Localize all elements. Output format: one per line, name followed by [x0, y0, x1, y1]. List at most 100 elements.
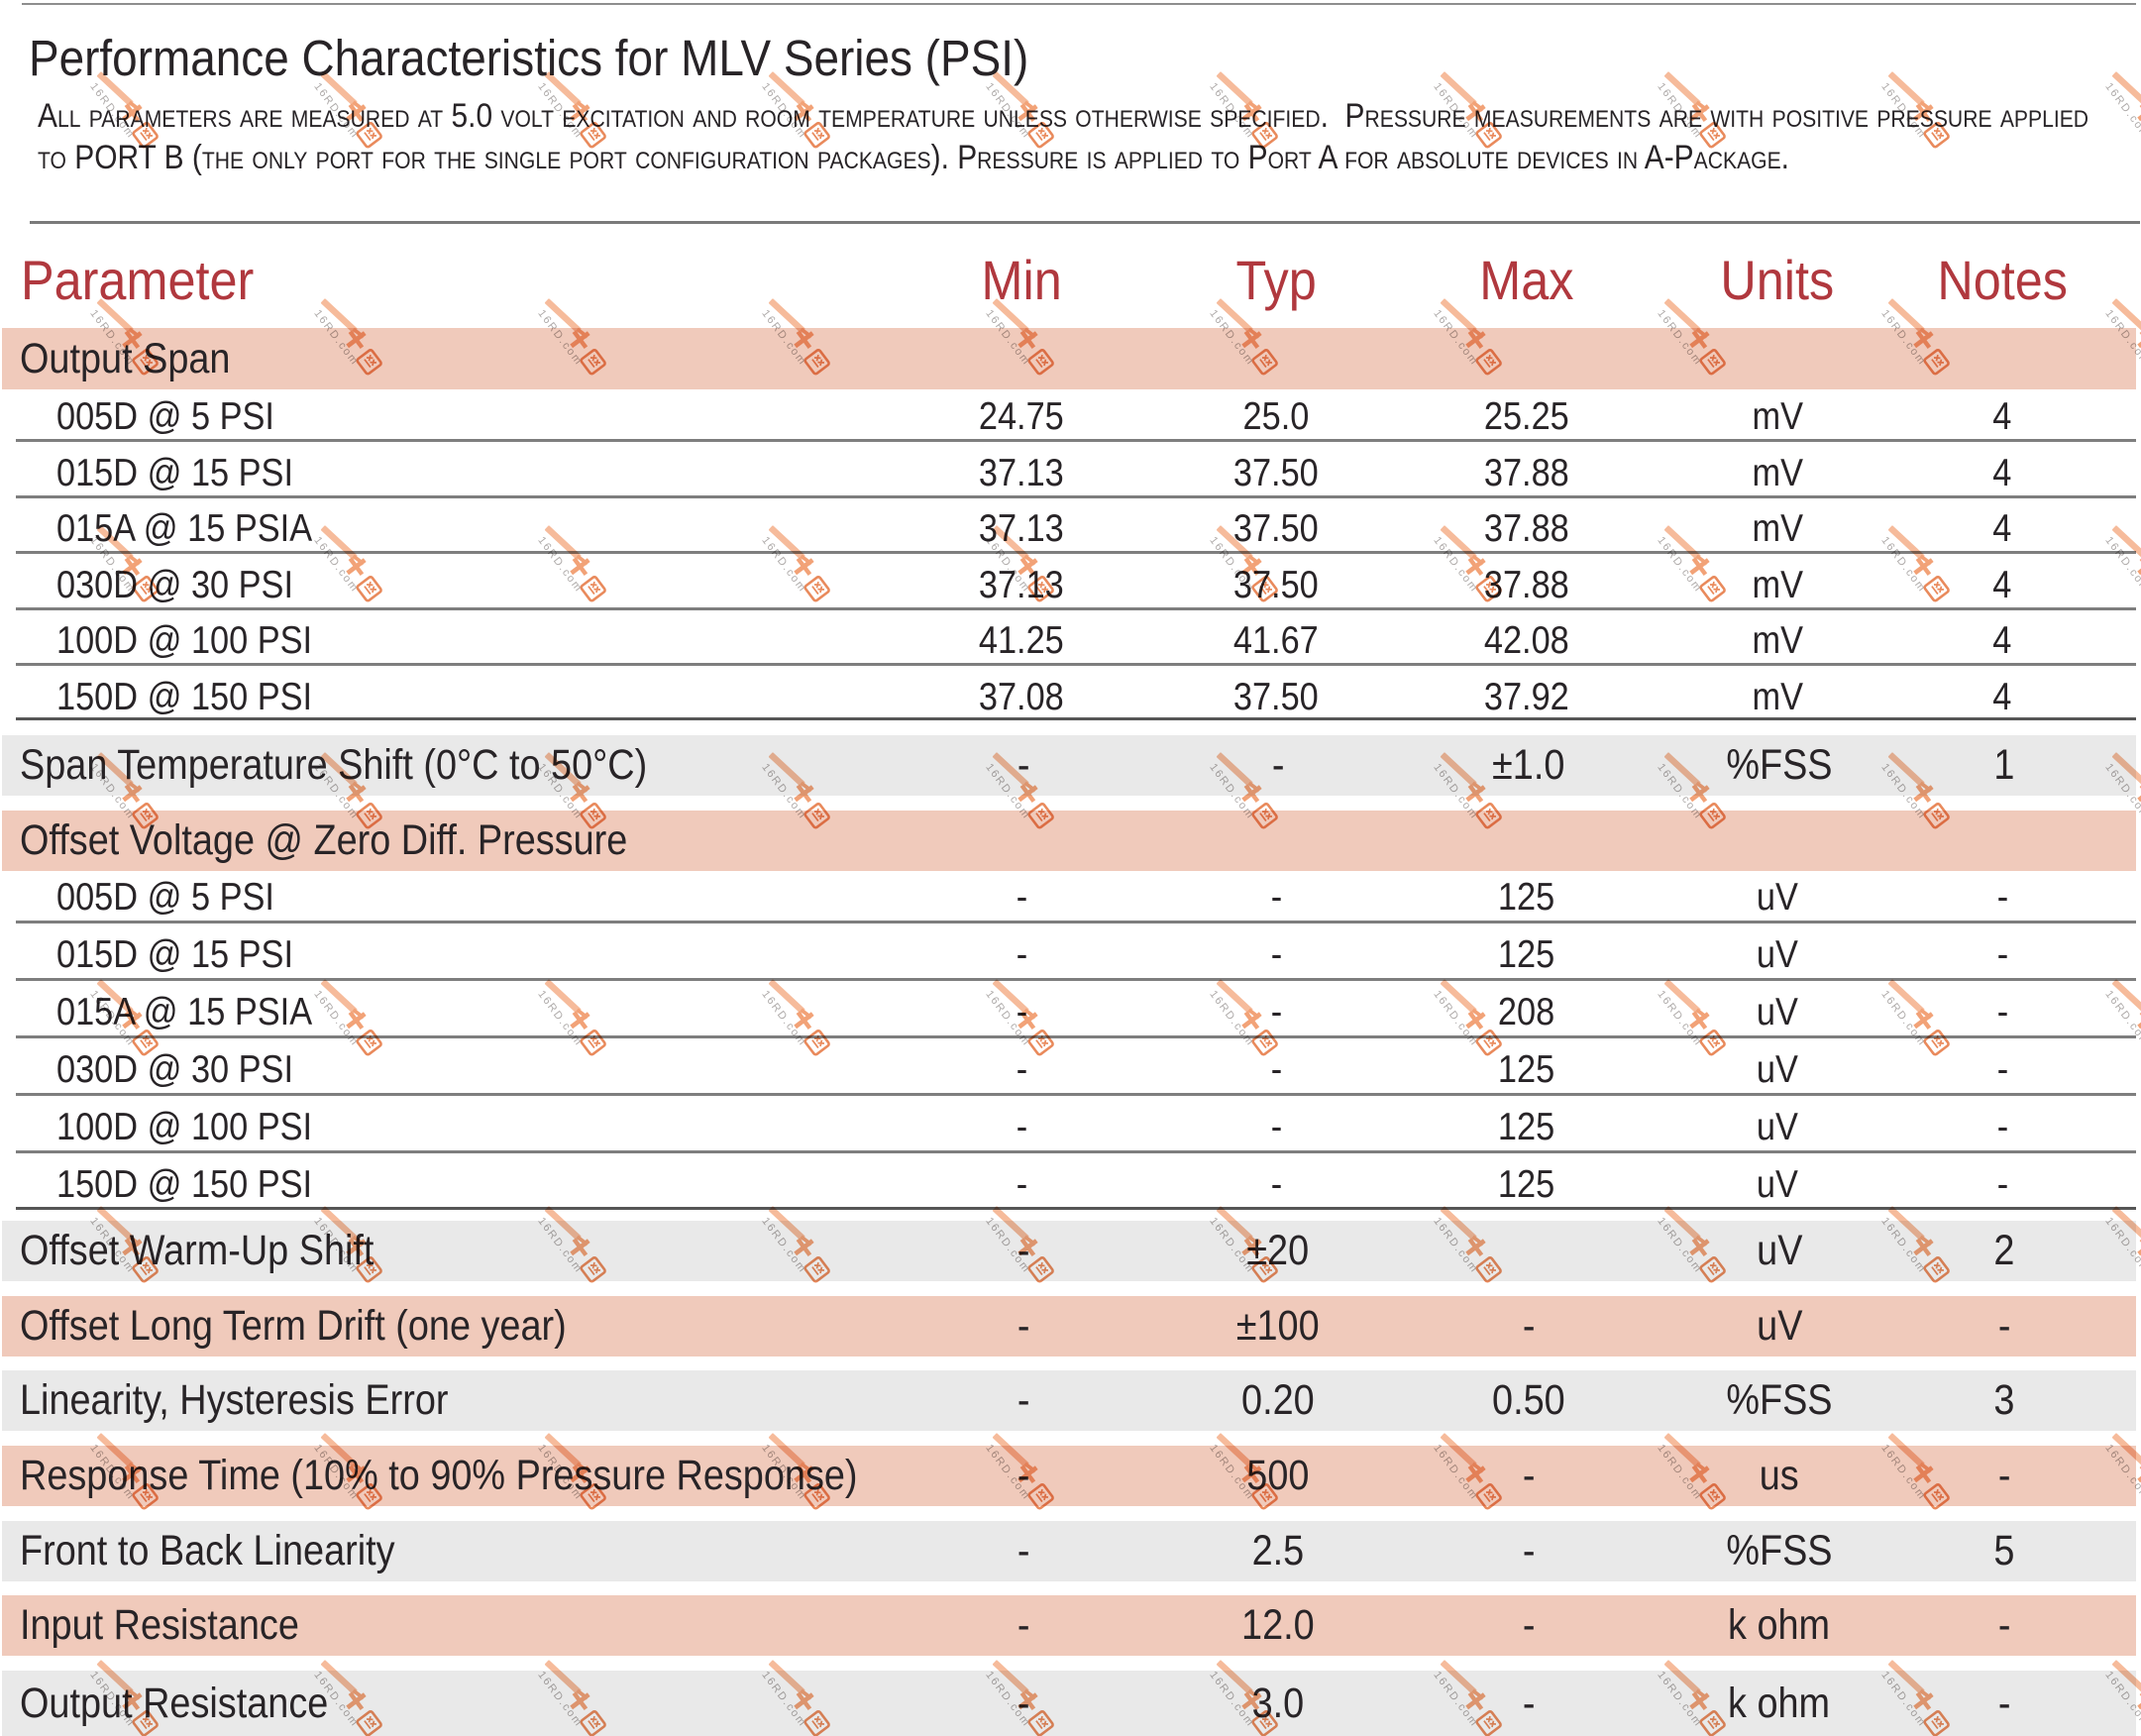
- cell-min: -: [875, 1296, 1172, 1356]
- parameter-name: 015D @ 15 PSI: [56, 927, 326, 983]
- cell-notes-value: -: [1997, 1601, 2011, 1649]
- cell-min: 24.75: [873, 389, 1170, 445]
- cell-min-value: 41.25: [979, 619, 1064, 662]
- row-separator: [16, 1150, 2136, 1153]
- parameter-name: 100D @ 100 PSI: [56, 613, 347, 669]
- cell-units-value: uV: [1757, 876, 1798, 919]
- cell-units-value: uV: [1757, 933, 1798, 976]
- cell-min-value: -: [1017, 1680, 1030, 1727]
- row-separator: [16, 551, 2136, 554]
- cell-min-value: 24.75: [979, 395, 1064, 438]
- cell-notes: -: [1854, 1100, 2141, 1155]
- parameter-name: Offset Warm-Up Shift: [20, 1221, 422, 1281]
- cell-min: -: [873, 985, 1170, 1040]
- cell-max-value: -: [1522, 1302, 1536, 1350]
- row-separator: [16, 606, 2136, 610]
- cell-typ-value: -: [1270, 876, 1282, 919]
- cell-max-value: 37.88: [1484, 451, 1569, 494]
- page-title: Performance Characteristics for MLV Seri…: [29, 33, 1139, 83]
- cell-typ-value: 0.20: [1241, 1376, 1315, 1424]
- cell-units-value: %FSS: [1726, 741, 1833, 789]
- cell-notes-value: -: [1997, 1680, 2011, 1727]
- cell-min-value: -: [1017, 1452, 1030, 1499]
- row-separator: [16, 494, 2136, 498]
- cell-units-value: k ohm: [1728, 1601, 1831, 1649]
- parameter-name-text: 015A @ 15 PSIA: [56, 991, 313, 1033]
- parameter-band-row: Input Resistance - 12.0 - k ohm -: [2, 1595, 2136, 1656]
- parameter-band-row: Span Temperature Shift (0°C to 50°C) - - ±…: [2, 735, 2136, 796]
- cell-notes-value: -: [1997, 1302, 2011, 1350]
- parameter-name: 015A @ 15 PSIA: [56, 985, 347, 1040]
- cell-min: -: [875, 735, 1172, 796]
- cell-max-value: 42.08: [1484, 619, 1569, 662]
- parameter-name: Response Time (10% to 90% Pressure Respo…: [20, 1446, 972, 1506]
- cell-notes-value: 4: [1992, 451, 2012, 494]
- cell-notes-value: 5: [1993, 1527, 2015, 1574]
- row-separator: [16, 1035, 2136, 1038]
- cell-notes: 3: [1856, 1370, 2141, 1431]
- cell-notes-value: 3: [1993, 1376, 2015, 1424]
- cell-typ-value: -: [1270, 933, 1282, 976]
- cell-min-value: 37.13: [979, 451, 1064, 494]
- cell-min: -: [875, 1671, 1172, 1736]
- table-row: 015A @ 15 PSIA 37.13 37.50 37.88 mV 4: [0, 501, 2141, 557]
- cell-min: -: [875, 1446, 1172, 1506]
- cell-min-value: -: [1016, 1106, 1027, 1148]
- column-header-parameter: Parameter: [21, 253, 279, 308]
- cell-typ-value: ±100: [1236, 1302, 1320, 1350]
- cell-min: 41.25: [873, 613, 1170, 669]
- column-header-min: Min: [873, 253, 1170, 308]
- parameter-name-text: Response Time (10% to 90% Pressure Respo…: [20, 1452, 858, 1499]
- cell-typ-value: 500: [1246, 1452, 1310, 1499]
- cell-units-value: %FSS: [1726, 1527, 1833, 1574]
- cell-notes-value: -: [1997, 1452, 2011, 1499]
- cell-min: -: [873, 1157, 1170, 1213]
- page-subtitle: All parameters are measured at 5.0 volt …: [38, 95, 2141, 178]
- cell-max-value: -: [1522, 1452, 1536, 1499]
- cell-notes: 4: [1854, 446, 2141, 501]
- cell-typ-value: 37.50: [1233, 507, 1319, 550]
- cell-typ-value: ±20: [1246, 1227, 1310, 1274]
- parameter-name: 005D @ 5 PSI: [56, 389, 304, 445]
- cell-min-value: -: [1017, 741, 1030, 789]
- row-separator: [16, 921, 2136, 923]
- row-separator: [16, 978, 2136, 981]
- parameter-name: 030D @ 30 PSI: [56, 1042, 326, 1098]
- cell-typ-value: 3.0: [1251, 1680, 1305, 1727]
- parameter-name: 015D @ 15 PSI: [56, 446, 326, 501]
- parameter-name: 015A @ 15 PSIA: [56, 501, 347, 557]
- cell-units-value: us: [1760, 1452, 1799, 1499]
- parameter-band-row: Linearity, Hysteresis Error - 0.20 0.50 %FS…: [2, 1370, 2136, 1431]
- table-row: 100D @ 100 PSI 41.25 41.67 42.08 mV 4: [0, 613, 2141, 669]
- parameter-name-text: 100D @ 100 PSI: [56, 1106, 313, 1148]
- cell-typ-value: 41.67: [1233, 619, 1319, 662]
- parameter-name-text: 030D @ 30 PSI: [56, 563, 293, 606]
- parameter-name-text: Span Temperature Shift (0°C to 50°C): [20, 741, 648, 789]
- cell-max-value: ±1.0: [1492, 741, 1565, 789]
- section-header-row: Output Span: [2, 328, 2136, 389]
- cell-units-value: uV: [1757, 991, 1798, 1033]
- cell-notes: 4: [1854, 613, 2141, 669]
- cell-min: -: [875, 1221, 1172, 1281]
- table-row: 030D @ 30 PSI 37.13 37.50 37.88 mV 4: [0, 558, 2141, 613]
- cell-max-value: -: [1522, 1680, 1536, 1727]
- header-divider: [30, 221, 2140, 224]
- section-title: Offset Voltage @ Zero Diff. Pressure: [20, 811, 710, 871]
- parameter-name-text: Front to Back Linearity: [20, 1527, 395, 1574]
- cell-notes-value: -: [1996, 1048, 2008, 1091]
- parameter-name: Linearity, Hysteresis Error: [20, 1370, 506, 1431]
- section-title-text: Offset Voltage @ Zero Diff. Pressure: [20, 816, 628, 864]
- cell-typ-value: 37.50: [1233, 451, 1319, 494]
- cell-notes-value: 4: [1992, 395, 2012, 438]
- parameter-name: Offset Long Term Drift (one year): [20, 1296, 641, 1356]
- cell-max-value: 125: [1498, 1106, 1555, 1148]
- cell-units-value: mV: [1752, 507, 1803, 550]
- parameter-name: Front to Back Linearity: [20, 1521, 446, 1581]
- cell-min: -: [875, 1521, 1172, 1581]
- section-title: Output Span: [20, 328, 259, 389]
- cell-max-value: 37.88: [1484, 507, 1569, 550]
- cell-min-value: -: [1016, 1048, 1027, 1091]
- parameter-name-text: 100D @ 100 PSI: [56, 619, 313, 662]
- column-header-max-text: Max: [1479, 249, 1574, 311]
